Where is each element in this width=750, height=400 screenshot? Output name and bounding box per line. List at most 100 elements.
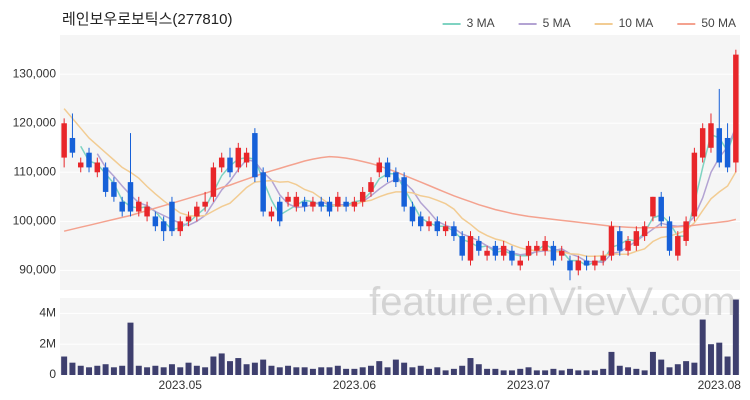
volume-bar	[86, 367, 93, 375]
volume-bar	[649, 351, 656, 375]
volume-bar	[591, 370, 598, 375]
candle-body	[102, 167, 109, 192]
ma-line	[63, 108, 737, 257]
volume-bar	[533, 370, 540, 375]
candle-body	[318, 201, 324, 207]
candle-body	[583, 260, 590, 266]
candle-body	[111, 182, 117, 197]
volume-bar	[77, 365, 84, 375]
candle-body	[467, 236, 474, 261]
volume-bar	[144, 367, 151, 375]
volume-bar	[492, 368, 499, 375]
volume-bar	[376, 361, 383, 375]
candle-body	[650, 196, 656, 217]
volume-bar	[699, 319, 706, 375]
candle-body	[285, 196, 291, 202]
volume-bar	[243, 364, 250, 375]
candle-body	[61, 123, 67, 158]
candle-body	[417, 216, 424, 227]
volume-bar	[193, 365, 200, 375]
volume-bar	[484, 368, 491, 375]
volume-bar	[683, 361, 690, 375]
volume-bar	[135, 365, 142, 375]
volume-bar	[616, 365, 623, 375]
candle-body	[658, 196, 664, 222]
volume-bar	[110, 367, 117, 375]
volume-bar	[417, 365, 424, 375]
volume-bar	[69, 362, 76, 375]
candle-body	[194, 206, 200, 217]
candle-body	[409, 206, 416, 222]
volume-bar	[260, 359, 267, 375]
candle-body	[600, 255, 606, 261]
y-tick-label: 110,000	[14, 164, 57, 178]
candle-body	[177, 221, 183, 232]
y-tick-label: 100,000	[13, 214, 57, 228]
volume-bar	[517, 368, 524, 375]
legend-label: 3 MA	[467, 16, 495, 30]
volume-bar	[235, 358, 242, 375]
candle-body	[252, 133, 258, 178]
volume-bar	[218, 353, 225, 375]
legend-label: 50 MA	[701, 16, 736, 30]
volume-bar	[202, 367, 209, 375]
volume-bar	[508, 370, 515, 375]
volume-bar	[285, 365, 292, 375]
price-panel	[60, 35, 740, 290]
y-tick-label: 130,000	[13, 66, 57, 80]
volume-bar	[707, 344, 714, 375]
candle-body	[608, 226, 615, 256]
candle-body	[733, 54, 739, 163]
legend-label: 10 MA	[619, 16, 654, 30]
volume-bar	[401, 362, 408, 375]
volume-bar	[500, 370, 507, 375]
legend-label: 5 MA	[543, 16, 571, 30]
candle-body	[127, 182, 134, 212]
candle-body	[293, 196, 300, 207]
volume-bar	[168, 364, 175, 375]
volume-bar	[61, 356, 68, 375]
candle-body	[675, 236, 681, 256]
volume-bar	[318, 367, 325, 375]
volume-bar	[467, 358, 474, 375]
candle-body	[202, 201, 208, 207]
candle-body	[384, 162, 391, 178]
volume-bar	[459, 365, 466, 375]
volume-bar	[426, 368, 433, 375]
candle-body	[708, 123, 714, 148]
candle-body	[335, 196, 341, 207]
volume-bar	[442, 370, 449, 375]
volume-bar	[359, 367, 366, 375]
candle-body	[218, 157, 225, 168]
volume-bar	[608, 351, 615, 375]
volume-bar	[633, 368, 640, 375]
candle-body	[484, 250, 490, 256]
candle-body	[434, 221, 441, 232]
candle-body	[301, 201, 308, 207]
candle-body	[542, 240, 548, 251]
candle-body	[625, 240, 631, 251]
candle-body	[94, 162, 101, 173]
volume-bar	[160, 367, 167, 375]
candle-body	[567, 260, 573, 271]
candle-body	[376, 162, 383, 173]
candle-body	[235, 147, 242, 168]
x-tick-label: 2023.05	[159, 378, 203, 392]
candle-body	[683, 221, 689, 241]
watermark: feature.enVievV.com	[369, 280, 736, 324]
y-tick-label: 2M	[39, 336, 56, 350]
candle-body	[210, 167, 217, 197]
candle-body	[227, 157, 233, 173]
volume-bar	[351, 368, 358, 375]
candle-body	[716, 128, 723, 163]
volume-panel	[60, 298, 740, 375]
volume-bar	[550, 368, 557, 375]
candle-body	[260, 172, 266, 212]
candle-body	[534, 245, 540, 251]
candle-body	[160, 221, 167, 232]
volume-bar	[301, 367, 308, 375]
ma-line	[80, 127, 737, 267]
candle-body	[500, 245, 507, 256]
candle-body	[426, 221, 432, 227]
